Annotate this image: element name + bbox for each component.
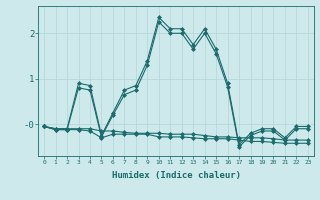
X-axis label: Humidex (Indice chaleur): Humidex (Indice chaleur) — [111, 171, 241, 180]
